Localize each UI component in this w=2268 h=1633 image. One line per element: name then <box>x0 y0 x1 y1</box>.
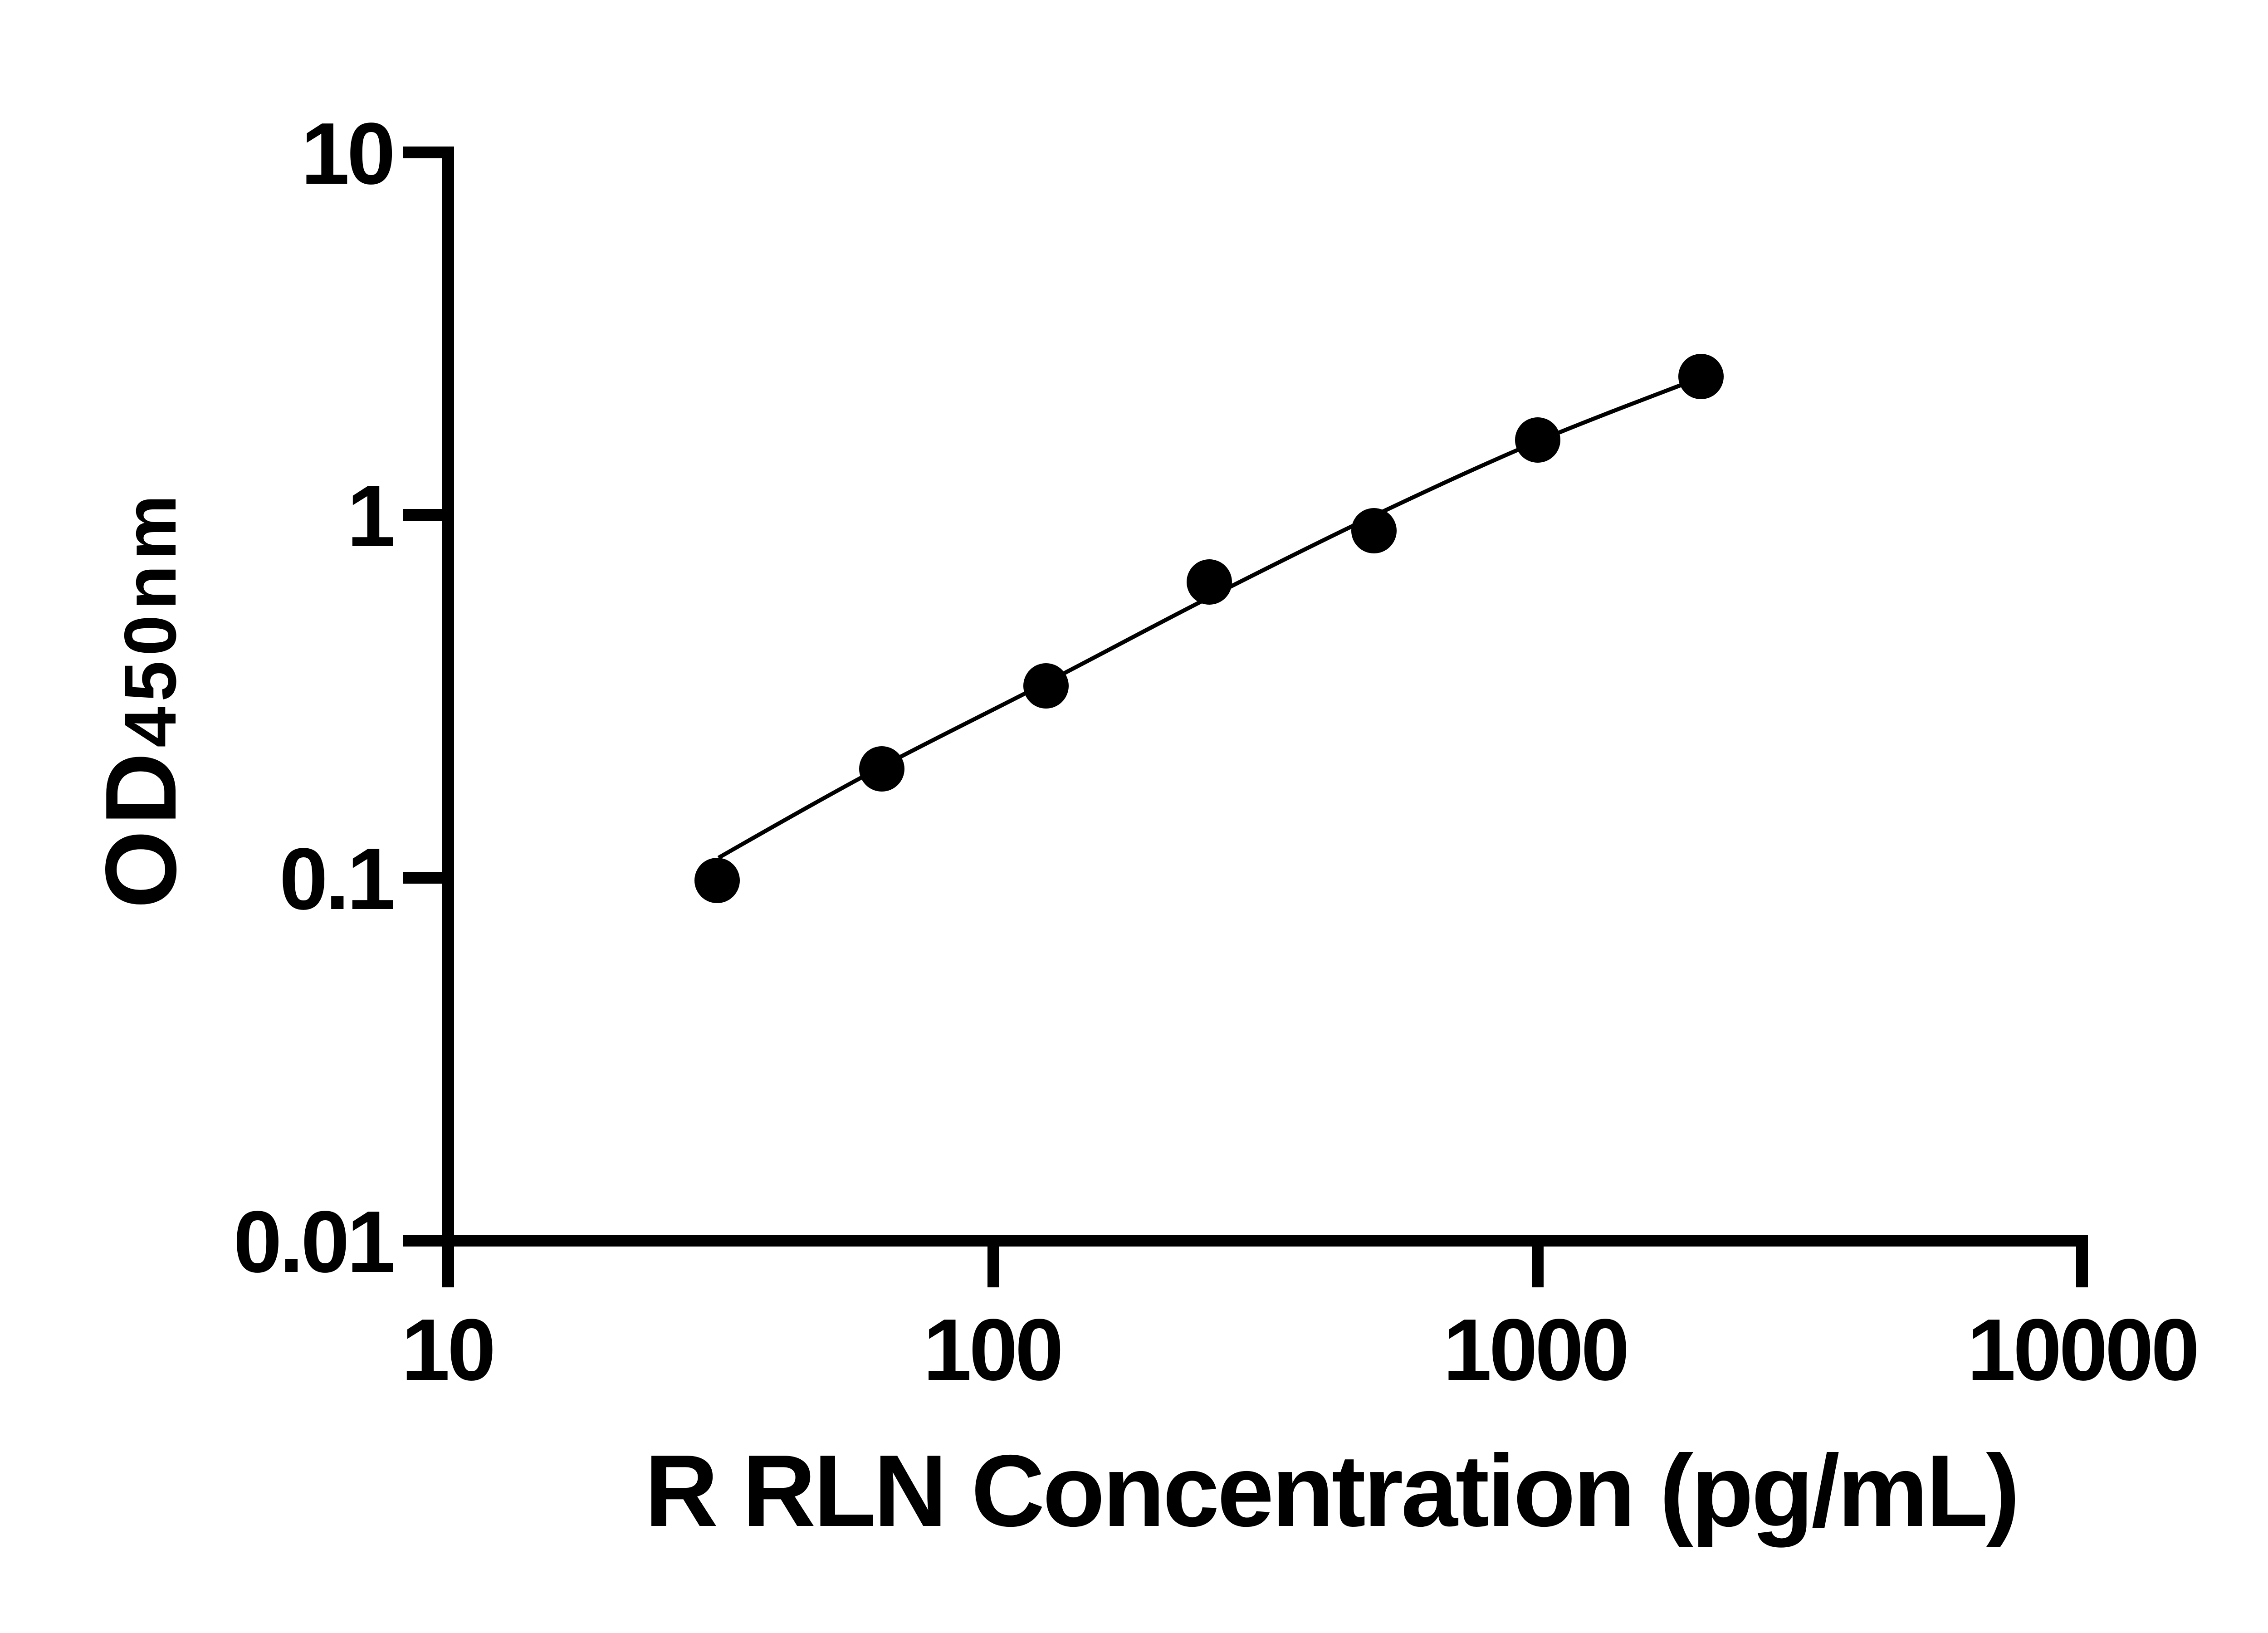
svg-text:1000: 1000 <box>1443 1301 1627 1398</box>
svg-text:10000: 10000 <box>1967 1301 2197 1398</box>
svg-text:R RLN Concentration (pg/mL): R RLN Concentration (pg/mL) <box>645 1433 2018 1548</box>
svg-text:10: 10 <box>301 104 393 202</box>
svg-text:10: 10 <box>401 1301 494 1398</box>
svg-text:0.1: 0.1 <box>279 830 393 928</box>
svg-text:1: 1 <box>347 467 393 565</box>
svg-text:0.01: 0.01 <box>233 1193 393 1291</box>
svg-text:OD450nm: OD450nm <box>85 490 197 909</box>
svg-text:100: 100 <box>923 1301 1061 1398</box>
